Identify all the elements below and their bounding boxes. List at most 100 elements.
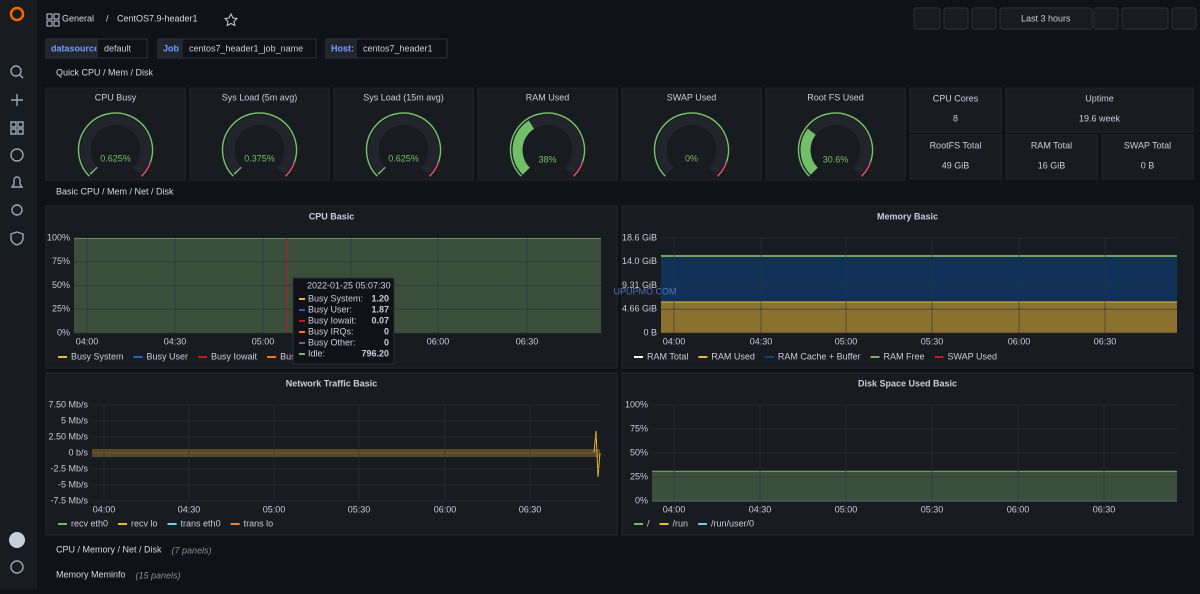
settings-button[interactable] (971, 7, 997, 30)
collapsed-row[interactable] (44, 565, 1194, 585)
stat-value: 49 GiB (942, 160, 970, 170)
config-icon[interactable] (11, 204, 23, 216)
legend-label[interactable]: RAM Used (711, 351, 755, 361)
row-panel-count: (15 panels) (136, 570, 181, 580)
gauge-fill (377, 166, 386, 175)
refresh-button[interactable] (1121, 7, 1169, 30)
series-area (652, 471, 1177, 501)
x-tick-label: 06:00 (1008, 336, 1031, 346)
gauge-title: CPU Busy (95, 92, 137, 102)
tv-button[interactable] (1171, 7, 1197, 30)
legend-swatch (167, 523, 177, 525)
grid-icon (46, 13, 60, 27)
create-icon[interactable] (11, 94, 23, 106)
x-tick-label: 06:30 (1094, 336, 1117, 346)
variable-value: centos7_header1_job_name (189, 43, 303, 53)
tooltip-time: 2022-01-25 05:07:30 (307, 280, 391, 290)
y-tick-label: 9.31 GiB (622, 280, 657, 290)
tooltip (292, 277, 395, 365)
row-title[interactable]: Quick CPU / Mem / Disk (56, 67, 154, 77)
x-tick-label: 05:30 (921, 504, 944, 514)
collapsed-row[interactable] (44, 540, 1194, 560)
variable-select[interactable] (355, 38, 448, 59)
search-icon-handle (19, 74, 24, 79)
legend-label[interactable]: recv eth0 (71, 518, 108, 528)
legend-label[interactable]: /run (673, 518, 689, 528)
legend-label[interactable]: Busy Iowait (211, 351, 258, 361)
legend-swatch (870, 356, 880, 358)
variable-label: datasource (51, 43, 99, 53)
y-tick-label: 75% (52, 256, 70, 266)
dashboards-icon[interactable] (10, 121, 24, 135)
time-picker[interactable] (999, 7, 1093, 30)
alerting-icon[interactable] (10, 176, 24, 188)
x-tick-label: 04:30 (750, 336, 773, 346)
x-tick-label: 04:30 (178, 504, 201, 514)
panel (765, 87, 906, 181)
legend-label[interactable]: SWAP Used (948, 351, 998, 361)
gauge-threshold (797, 112, 874, 177)
star-icon[interactable] (223, 12, 239, 27)
gauge-threshold (77, 112, 154, 177)
add-panel-button[interactable] (913, 7, 941, 30)
logo[interactable] (9, 6, 25, 22)
gauge-fill (233, 166, 242, 175)
stat-title: Uptime (1085, 93, 1114, 103)
gauge-threshold (365, 112, 442, 177)
legend-label[interactable]: /run/user/0 (711, 518, 754, 528)
dashboard-title: CentOS7.9-header1 (117, 13, 198, 23)
y-tick-label: 50% (630, 447, 648, 457)
y-tick-label: 75% (630, 423, 648, 433)
x-tick-label: 05:00 (263, 504, 286, 514)
legend-label[interactable]: recv lo (131, 518, 158, 528)
explore-icon[interactable] (10, 148, 24, 162)
admin-icon[interactable] (10, 231, 24, 246)
stat-value: 8 (953, 113, 958, 123)
y-tick-label: 0% (57, 327, 70, 337)
variable-select[interactable] (96, 38, 148, 59)
row-title: CPU / Memory / Net / Disk (56, 544, 162, 554)
y-tick-label: 0 b/s (68, 447, 88, 457)
tooltip-series: Busy System: (308, 293, 363, 303)
panel (1101, 134, 1194, 180)
y-tick-label: 5 Mb/s (61, 415, 89, 425)
legend-label[interactable]: Busy System (71, 351, 124, 361)
legend-label[interactable]: trans lo (244, 518, 274, 528)
legend-label[interactable]: RAM Cache + Buffer (778, 351, 861, 361)
legend-label[interactable]: RAM Free (884, 351, 925, 361)
graph-title: Memory Basic (877, 211, 938, 221)
save-button[interactable] (943, 7, 969, 30)
tooltip-swatch (299, 298, 305, 300)
row-title[interactable]: Basic CPU / Mem / Net / Disk (56, 186, 174, 196)
panel (621, 372, 1194, 536)
legend-label[interactable]: trans eth0 (181, 518, 221, 528)
panel (1005, 134, 1098, 180)
time-range[interactable]: Last 3 hours (1021, 13, 1071, 23)
panel (909, 87, 1002, 133)
user-avatar[interactable] (9, 532, 25, 548)
variable-select[interactable] (181, 38, 317, 59)
stat-title: CPU Cores (933, 93, 979, 103)
tooltip-swatch (299, 342, 305, 344)
legend-swatch (698, 356, 708, 358)
y-tick-label: -5 Mb/s (58, 479, 89, 489)
gauge-threshold (429, 162, 439, 177)
search-icon[interactable] (10, 65, 22, 77)
tooltip-series: Idle: (308, 348, 325, 358)
y-tick-label: 25% (52, 304, 70, 314)
x-tick-label: 05:30 (348, 504, 371, 514)
legend-label[interactable]: RAM Total (647, 351, 688, 361)
gauge-threshold (861, 162, 871, 177)
y-tick-label: 18.6 GiB (622, 232, 657, 242)
help-icon[interactable] (10, 560, 24, 574)
x-tick-label: 05:00 (252, 336, 275, 346)
x-tick-label: 04:00 (76, 336, 99, 346)
legend-label[interactable]: Busy User (147, 351, 189, 361)
legend-label[interactable]: / (647, 518, 650, 528)
row-panel-count: (7 panels) (172, 545, 212, 555)
zoom-out-button[interactable] (1093, 7, 1119, 30)
tooltip-swatch (299, 353, 305, 355)
series-area (661, 255, 1177, 257)
variable-label: Host: (331, 43, 354, 53)
x-tick-label: 05:00 (835, 504, 858, 514)
